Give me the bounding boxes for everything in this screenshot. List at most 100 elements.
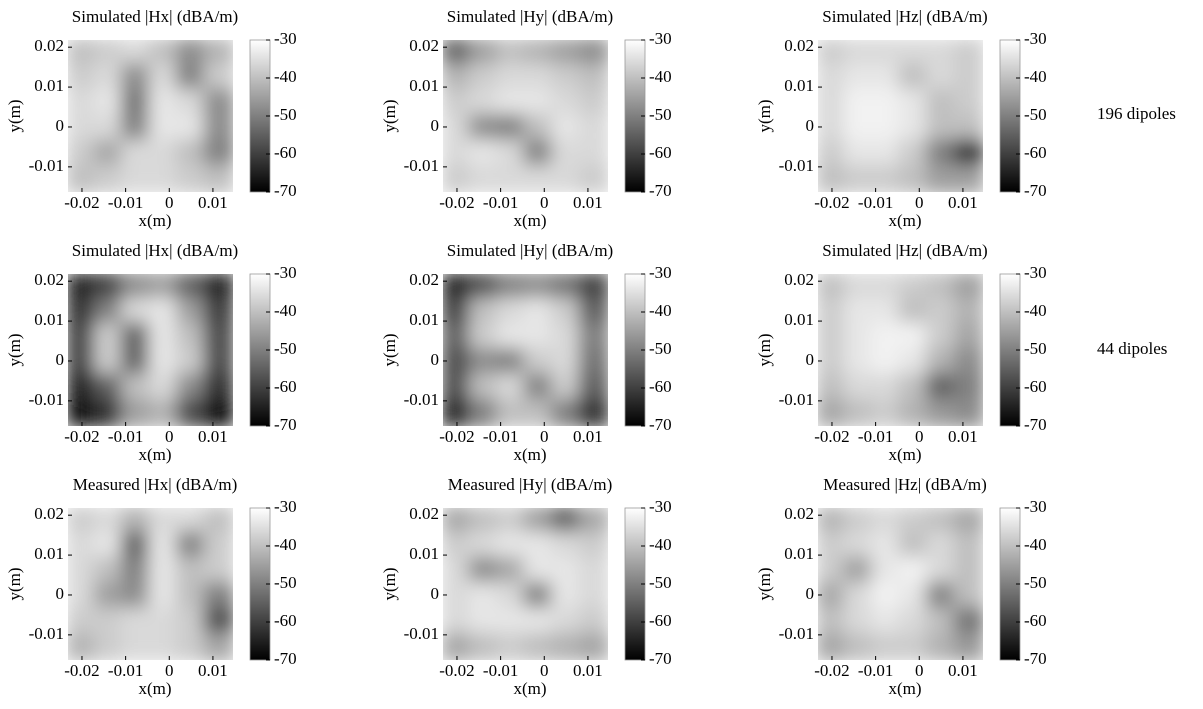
heatmap-cell — [68, 139, 98, 169]
heatmap-cell — [148, 139, 180, 169]
heatmap-cell — [203, 274, 233, 302]
heatmap-cell — [926, 607, 958, 637]
heatmap-cell — [468, 607, 500, 637]
colorbar-tick-label: -50 — [1024, 105, 1047, 124]
heatmap-cell — [523, 508, 555, 536]
colorbar-tick-label: -50 — [1024, 339, 1047, 358]
heatmap-cell — [443, 274, 473, 302]
heatmap-cell — [203, 297, 233, 327]
x-tick-label: -0.02 — [64, 427, 99, 446]
x-tick-label: -0.01 — [483, 427, 518, 446]
heatmap-cell — [818, 348, 848, 378]
heatmap-cell — [121, 322, 153, 352]
colorbar-tick-label: -30 — [274, 497, 297, 516]
x-axis-label: x(m) — [888, 445, 921, 464]
heatmap-cell — [443, 63, 473, 93]
heatmap-cell — [523, 607, 555, 637]
heatmap-cell — [93, 348, 125, 378]
colorbar-tick-label: -40 — [1024, 301, 1047, 320]
heatmap-cell — [843, 398, 875, 426]
heatmap-cell — [818, 164, 848, 192]
heatmap-cell — [68, 164, 98, 192]
heatmap-cell — [121, 114, 153, 144]
x-tick-label: 0 — [540, 193, 549, 212]
heatmap-cell — [468, 582, 500, 612]
heatmap-cell — [871, 164, 903, 192]
heatmap-cell — [926, 373, 958, 403]
heatmap-cell — [443, 531, 473, 561]
heatmap-cell — [953, 40, 983, 68]
heatmap-cell — [468, 139, 500, 169]
colorbar-tick-label: -30 — [1024, 29, 1047, 48]
heatmap-cell — [443, 582, 473, 612]
y-tick-label: 0.01 — [34, 310, 64, 329]
colorbar-tick-label: -50 — [649, 339, 672, 358]
heatmap-cell — [523, 164, 555, 192]
y-axis-label: y(m) — [5, 333, 24, 366]
heatmap-cell — [121, 632, 153, 660]
heatmap-cells — [443, 274, 608, 426]
y-axis-label: y(m) — [755, 99, 774, 132]
heatmap-cell — [523, 139, 555, 169]
heatmap-cell — [68, 398, 98, 426]
heatmap-cell — [926, 582, 958, 612]
x-tick-label: 0.01 — [948, 661, 978, 680]
heatmap-cell — [551, 88, 583, 118]
y-tick-label: -0.01 — [29, 624, 64, 643]
colorbar-tick-label: -50 — [649, 573, 672, 592]
heatmap-cell — [121, 274, 153, 302]
colorbar-tick-label: -70 — [649, 649, 672, 668]
heatmap-cell — [496, 114, 528, 144]
panel-title: Simulated |Hz| (dBA/m) — [822, 7, 987, 26]
y-tick-label: 0.02 — [409, 270, 439, 289]
heatmap-cell — [551, 274, 583, 302]
heatmap-cell — [843, 582, 875, 612]
colorbar-tick-label: -50 — [649, 105, 672, 124]
heatmap-cell — [121, 63, 153, 93]
heatmap-cell — [148, 373, 180, 403]
heatmap-cell — [176, 373, 208, 403]
colorbar-tick-label: -60 — [649, 143, 672, 162]
heatmap-cell — [818, 373, 848, 403]
heatmap-cell — [68, 297, 98, 327]
colorbar-tick-label: -50 — [274, 573, 297, 592]
heatmap-cell — [843, 607, 875, 637]
heatmap-cell — [898, 322, 930, 352]
heatmap-cell — [68, 632, 98, 660]
colorbar-tick-label: -40 — [649, 67, 672, 86]
x-tick-label: -0.02 — [814, 661, 849, 680]
y-tick-label: -0.01 — [779, 624, 814, 643]
heatmap-cell — [68, 114, 98, 144]
heatmap-cell — [551, 398, 583, 426]
heatmap-cell — [93, 274, 125, 302]
heatmap-cell — [121, 40, 153, 68]
x-tick-label: 0.01 — [948, 427, 978, 446]
y-tick-label: 0.01 — [784, 76, 814, 95]
heatmap — [68, 40, 233, 192]
heatmap-cell — [578, 531, 608, 561]
heatmap-cell — [926, 398, 958, 426]
x-tick-label: -0.01 — [108, 427, 143, 446]
heatmap-cell — [898, 632, 930, 660]
heatmap-cell — [203, 164, 233, 192]
x-tick-label: 0.01 — [198, 661, 228, 680]
heatmap-cell — [818, 607, 848, 637]
heatmap-cell — [443, 114, 473, 144]
heatmap-cell — [843, 348, 875, 378]
y-tick-label: 0.02 — [409, 36, 439, 55]
heatmap-cell — [443, 348, 473, 378]
heatmap-cell — [468, 274, 500, 302]
heatmap — [68, 508, 233, 660]
heatmap-cells — [818, 274, 983, 426]
y-tick-label: 0.02 — [784, 36, 814, 55]
heatmap-cell — [898, 114, 930, 144]
heatmap-cell — [468, 531, 500, 561]
heatmap-cell — [121, 297, 153, 327]
heatmap-cell — [68, 274, 98, 302]
heatmap-cell — [68, 88, 98, 118]
heatmap-cell — [148, 607, 180, 637]
heatmap-cell — [818, 632, 848, 660]
heatmap-cell — [203, 63, 233, 93]
heatmap-cell — [93, 531, 125, 561]
heatmap-cell — [203, 88, 233, 118]
